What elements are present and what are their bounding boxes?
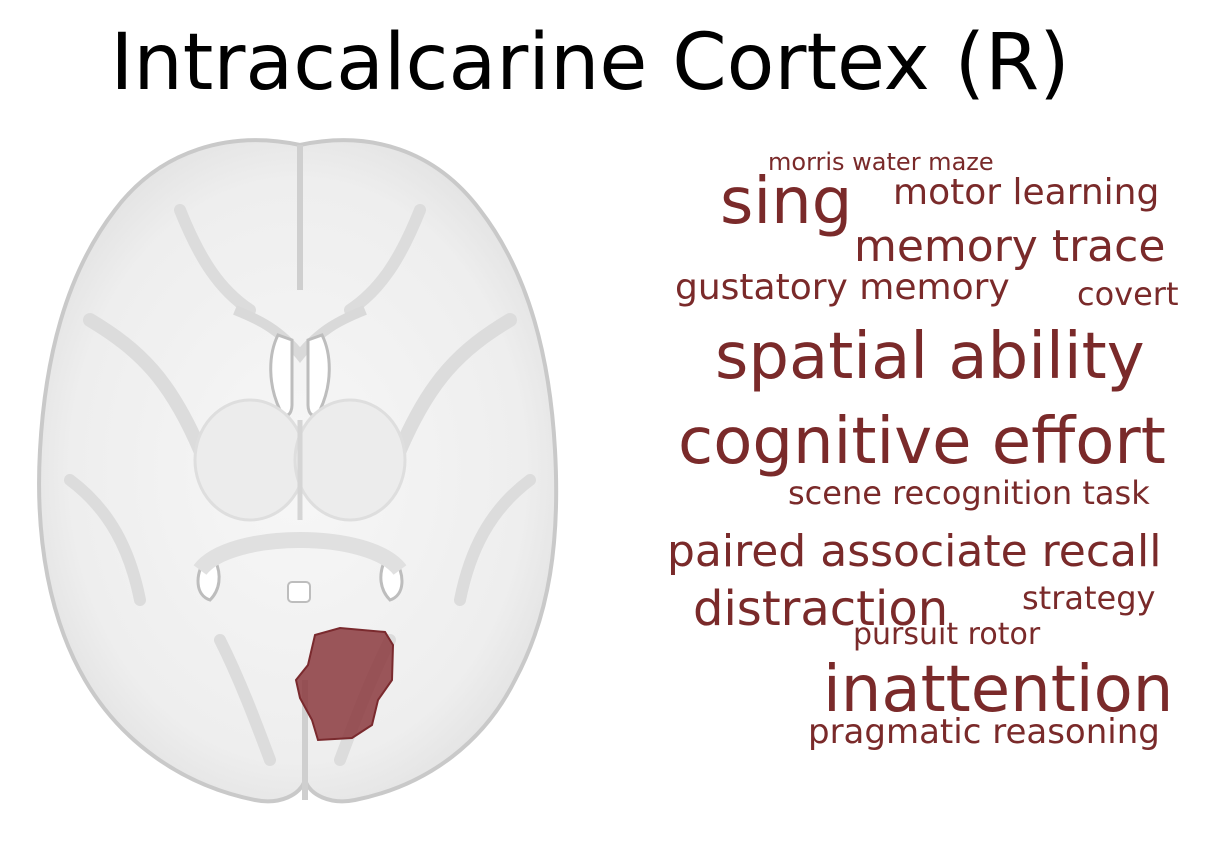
word-cloud-term: distraction xyxy=(693,581,949,637)
figure-title: Intracalcarine Cortex (R) xyxy=(110,18,1070,108)
highlighted-region xyxy=(294,626,395,742)
word-cloud-term: inattention xyxy=(823,653,1174,727)
word-cloud-term: strategy xyxy=(1022,579,1156,617)
word-cloud-term: pragmatic reasoning xyxy=(808,712,1160,752)
term-word-cloud: morris water maze sing motor learning memor… xyxy=(600,120,1215,820)
word-cloud-term: covert xyxy=(1077,275,1179,313)
word-cloud-term: cognitive effort xyxy=(678,405,1166,479)
word-cloud-term: paired associate recall xyxy=(667,526,1162,577)
word-cloud-term: scene recognition task xyxy=(788,474,1150,512)
word-cloud-term: pursuit rotor xyxy=(853,617,1041,652)
word-cloud-term: spatial ability xyxy=(715,320,1145,394)
word-cloud-term: memory trace xyxy=(854,221,1166,272)
word-cloud-term: gustatory memory xyxy=(675,267,1010,308)
word-cloud-term: sing xyxy=(720,165,853,239)
word-cloud-term: morris water maze xyxy=(768,148,994,176)
word-cloud-term: motor learning xyxy=(893,172,1160,213)
brain-axial-slice xyxy=(37,138,559,804)
